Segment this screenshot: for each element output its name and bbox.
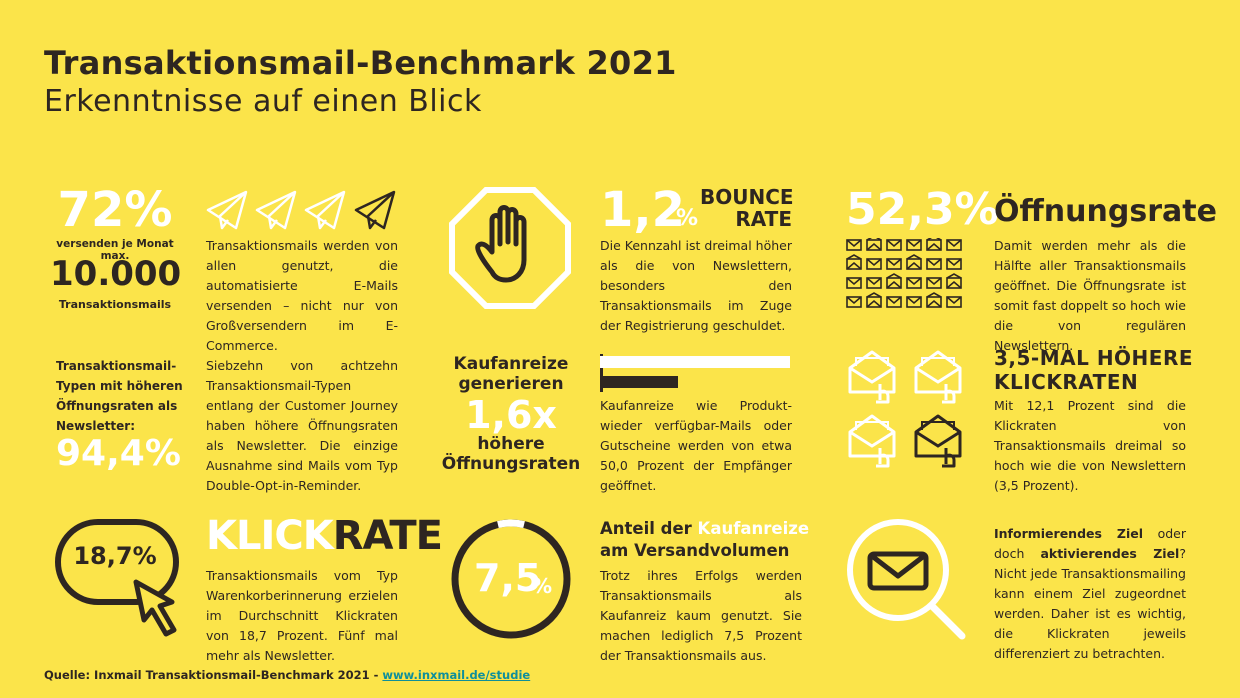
envelope-icon	[846, 296, 862, 308]
envelope-icon	[926, 258, 942, 270]
share-unit: %	[532, 574, 553, 598]
block6-heading-1: 3,5-MAL HÖHERE	[994, 346, 1194, 370]
stat-10000: 10.000	[50, 254, 182, 294]
block2-text: Die Kennzahl ist dreimal höher als die v…	[600, 238, 792, 333]
block9-text: Informierendes Ziel oder doch aktivieren…	[994, 526, 1186, 661]
stop-hand-icon	[448, 186, 572, 310]
envelope-click-icons	[846, 348, 970, 468]
envelope-icon	[886, 258, 902, 270]
block8-heading-2: am Versandvolumen	[600, 541, 790, 560]
block4-heading: Transaktionsmail-Typen mit höheren Öffnu…	[56, 359, 183, 433]
kauf-line1: Kaufanreize	[453, 354, 569, 374]
envelope-icon	[886, 273, 902, 289]
kauf-line2: generieren	[458, 374, 564, 394]
bounce-label-2: RATE	[735, 207, 792, 231]
page-subtitle: Erkenntnisse auf einen Blick	[44, 84, 482, 119]
paper-plane-icon	[255, 190, 297, 230]
share-donut	[448, 516, 574, 642]
magnifier-envelope-icon	[842, 516, 968, 642]
open-rate-label: Öffnungsrate	[994, 194, 1217, 229]
stat-94-percent: 94,4%	[56, 433, 181, 474]
block1-text: Transaktionsmails werden von allen genut…	[206, 238, 398, 353]
paper-plane-icon	[354, 190, 396, 230]
envelope-icon	[886, 239, 902, 251]
envelope-click-icon	[914, 414, 962, 468]
share-value: 7,5	[474, 556, 542, 600]
envelope-icon	[926, 277, 942, 289]
envelope-icon	[867, 551, 929, 591]
click-rate-value: 18,7%	[73, 542, 157, 570]
paper-plane-icons	[206, 190, 400, 232]
klickrate-title-a: KLICK	[206, 513, 334, 559]
comparison-bars	[600, 352, 794, 394]
study-link[interactable]: www.inxmail.de/studie	[382, 668, 531, 682]
kauf-line4: Öffnungsraten	[441, 454, 581, 474]
block3-text: Damit werden mehr als die Hälfte aller T…	[994, 238, 1186, 353]
envelope-click-icon	[848, 350, 896, 404]
bounce-unit: %	[676, 206, 699, 231]
cursor-icon	[133, 579, 177, 637]
envelope-icon	[926, 292, 942, 308]
block4-text: Siebzehn von achtzehn Transaktionsmail-T…	[206, 358, 398, 493]
bar-kaufanreize	[600, 356, 790, 368]
block5-text: Kaufanreize wie Produkt-wieder verfügbar…	[600, 398, 792, 493]
envelope-icon	[866, 277, 882, 289]
envelope-icon	[886, 296, 902, 308]
donut-slice-kaufanreize	[497, 519, 525, 528]
bounce-value: 1,2	[600, 182, 686, 238]
envelope-icon	[946, 273, 962, 289]
envelope-icon	[906, 254, 922, 270]
footer-source: Quelle: Inxmail Transaktionsmail-Benchma…	[44, 668, 531, 682]
stat-10000-caption: Transaktionsmails	[58, 298, 172, 311]
block7-text: Transaktionsmails vom Typ Warenkorberinn…	[206, 568, 398, 663]
bar-newsletter	[600, 376, 678, 388]
block6-heading-2: KLICKRATEN	[994, 370, 1139, 394]
envelope-icon	[866, 292, 882, 308]
envelope-icon	[866, 258, 882, 270]
envelope-icon	[846, 277, 862, 289]
envelope-icon	[846, 254, 862, 270]
envelope-click-icon	[848, 414, 896, 468]
kauf-value: 1,6x	[465, 393, 557, 437]
envelope-icon	[846, 239, 862, 251]
block8-heading: Anteil der Kaufanreize	[600, 519, 810, 538]
envelope-icon	[906, 239, 922, 251]
klickrate-title-b: RATE	[332, 513, 443, 559]
envelope-icon	[866, 238, 882, 251]
kauf-line3: höhere	[477, 434, 545, 454]
block8-text: Trotz ihres Erfolgs werden Transaktionsm…	[600, 568, 802, 663]
envelope-icon	[906, 277, 922, 289]
block8-heading-highlight: Kaufanreize	[697, 519, 810, 538]
bounce-label-1: BOUNCE	[700, 185, 794, 209]
envelope-icon	[946, 258, 962, 270]
klickrate-title: KLICKRATE	[206, 512, 443, 560]
stat-72-caption: versenden je Monat max.	[56, 238, 174, 262]
envelope-icon	[946, 296, 962, 308]
envelope-icon	[906, 296, 922, 308]
open-rate-value: 52,3%	[846, 184, 999, 235]
envelope-icon	[946, 239, 962, 251]
paper-plane-icon	[304, 190, 346, 230]
envelope-grid	[846, 238, 970, 310]
envelope-click-icon	[914, 350, 962, 404]
envelope-icon	[926, 238, 942, 251]
stat-72-percent: 72%	[57, 182, 173, 238]
block6-text: Mit 12,1 Prozent sind die Klickraten von…	[994, 398, 1186, 493]
paper-plane-icon	[206, 190, 248, 230]
click-rate-badge	[54, 516, 182, 640]
page-title: Transaktionsmail-Benchmark 2021	[44, 44, 677, 82]
